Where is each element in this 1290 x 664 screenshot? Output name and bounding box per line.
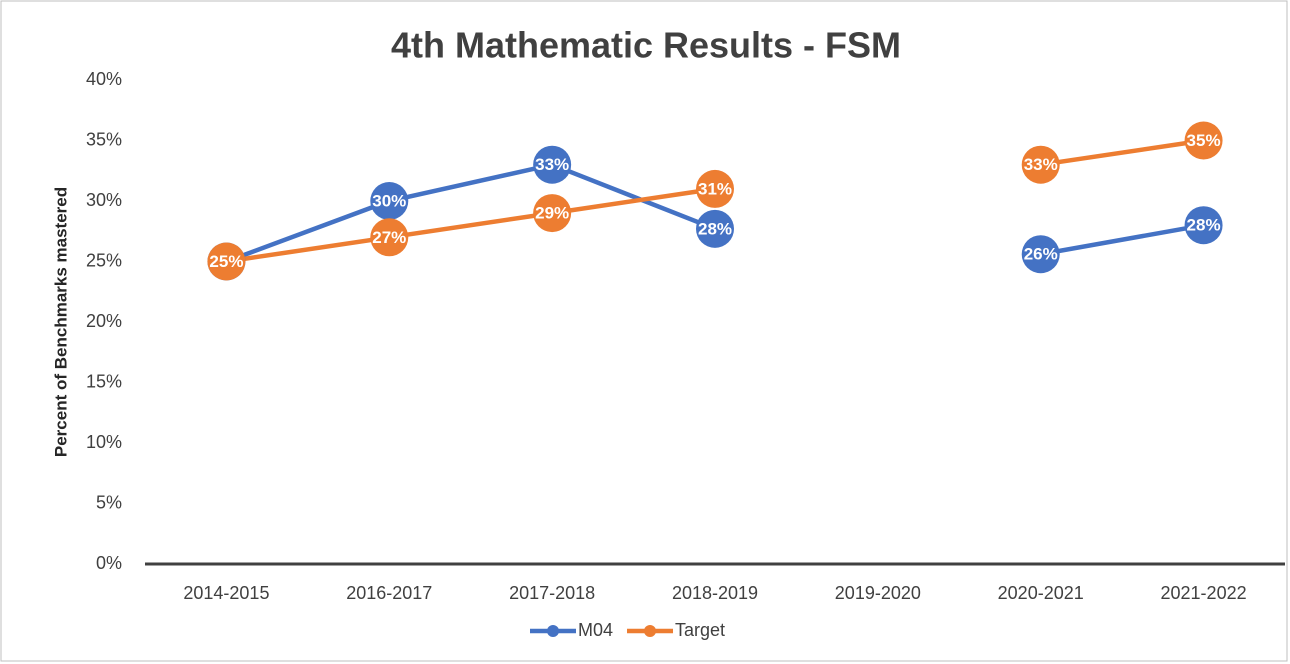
data-point <box>1184 121 1223 160</box>
y-tick-label: 15% <box>86 371 122 391</box>
data-label: 33% <box>535 155 569 174</box>
x-tick-label: 2017-2018 <box>509 583 595 603</box>
x-tick-label: 2018-2019 <box>672 583 758 603</box>
data-label: 25% <box>209 252 243 271</box>
legend-marker <box>547 625 559 637</box>
x-tick-label: 2014-2015 <box>183 583 269 603</box>
data-point <box>696 169 734 208</box>
data-point <box>370 182 409 220</box>
y-tick-label: 35% <box>86 129 122 149</box>
data-point <box>207 242 246 281</box>
series-line <box>225 162 1204 264</box>
data-label: 28% <box>1187 216 1221 235</box>
data-label: 33% <box>1024 155 1058 174</box>
data-point <box>696 209 734 248</box>
data-label: 29% <box>535 204 569 223</box>
y-tick-label: 0% <box>96 553 122 573</box>
data-point <box>533 145 572 184</box>
y-tick-label: 30% <box>86 190 122 210</box>
data-point <box>1184 206 1223 245</box>
data-label: 31% <box>698 179 732 198</box>
y-tick-label: 25% <box>86 250 122 270</box>
data-point <box>370 218 409 257</box>
data-label: 28% <box>698 219 732 238</box>
chart-title: 4th Mathematic Results - FSM <box>391 25 901 66</box>
y-tick-label: 10% <box>86 432 122 452</box>
y-tick-label: 20% <box>86 311 122 331</box>
y-tick-label: 5% <box>96 492 122 512</box>
legend-label: M04 <box>578 620 613 640</box>
x-tick-label: 2016-2017 <box>346 583 432 603</box>
legend-label: Target <box>675 620 725 640</box>
data-point <box>533 194 572 233</box>
data-point <box>1021 145 1060 184</box>
data-label: 35% <box>1187 131 1221 150</box>
series-line <box>226 138 1204 264</box>
legend-marker <box>644 625 657 637</box>
data-point <box>1021 235 1060 274</box>
data-label: 27% <box>372 228 406 247</box>
data-label: 26% <box>1024 245 1058 264</box>
y-axis-label: Percent of Benchmarks mastered <box>51 187 70 457</box>
y-tick-label: 40% <box>86 69 122 89</box>
x-tick-label: 2021-2022 <box>1161 583 1247 603</box>
data-label: 30% <box>372 191 406 210</box>
x-tick-label: 2020-2021 <box>998 583 1084 603</box>
x-tick-label: 2019-2020 <box>835 583 921 603</box>
